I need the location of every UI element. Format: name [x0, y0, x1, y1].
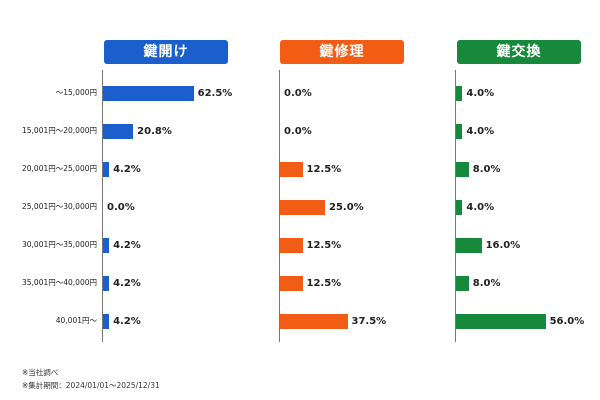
- category-label: ～15,000円: [55, 88, 97, 97]
- value-label: 0.0%: [107, 201, 135, 213]
- category-label: 40,001円～: [55, 316, 97, 325]
- value-label: 12.5%: [306, 163, 342, 175]
- bar: [280, 199, 325, 215]
- value-label: 4.2%: [113, 239, 141, 251]
- bar: [456, 275, 469, 291]
- value-label: 4.0%: [466, 125, 495, 137]
- value-label: 8.0%: [472, 277, 501, 289]
- value-label: 62.5%: [197, 87, 233, 99]
- bar: [280, 313, 348, 329]
- value-label: 0.0%: [284, 87, 312, 99]
- category-label: 35,001円～40,000円: [22, 278, 97, 287]
- category-label: 30,001円～35,000円: [22, 240, 97, 249]
- note-period: ※集計期間：2024/01/01～2025/12/31: [22, 381, 160, 390]
- panel-header-1: 鍵開け: [104, 40, 228, 64]
- bar: [103, 313, 110, 329]
- bar: [103, 237, 110, 253]
- value-label: 37.5%: [351, 315, 387, 327]
- bar: [456, 237, 482, 253]
- bar: [103, 161, 110, 177]
- bar: [280, 237, 303, 253]
- value-label: 25.0%: [329, 201, 364, 213]
- value-label: 8.0%: [472, 163, 501, 175]
- value-label: 0.0%: [284, 125, 312, 137]
- value-label: 16.0%: [485, 239, 521, 251]
- value-label: 12.5%: [306, 239, 342, 251]
- axis-line: [279, 70, 280, 342]
- panel-header-2: 鍵修理: [280, 40, 404, 64]
- bar: [456, 161, 469, 177]
- category-label: 25,001円～30,000円: [22, 202, 97, 211]
- bar: [456, 313, 546, 329]
- bar: [280, 161, 303, 177]
- panel-header-3: 鍵交換: [457, 40, 581, 64]
- category-label: 15,001円～20,000円: [22, 126, 97, 135]
- axis-line: [455, 70, 456, 342]
- bar: [103, 85, 194, 101]
- value-label: 4.2%: [113, 315, 141, 327]
- value-label: 4.2%: [113, 163, 141, 175]
- value-label: 4.0%: [466, 87, 495, 99]
- value-label: 4.0%: [466, 201, 495, 213]
- value-label: 4.2%: [113, 277, 141, 289]
- bar: [103, 275, 110, 291]
- value-label: 12.5%: [306, 277, 342, 289]
- bar: [456, 123, 463, 139]
- bar: [456, 85, 463, 101]
- note-source: ※当社調べ: [22, 368, 59, 377]
- bar: [103, 123, 134, 139]
- bar: [280, 275, 303, 291]
- value-label: 20.8%: [137, 125, 172, 137]
- category-label: 20,001円～25,000円: [22, 164, 97, 173]
- axis-line: [102, 70, 103, 342]
- bar: [456, 199, 463, 215]
- value-label: 56.0%: [549, 315, 585, 327]
